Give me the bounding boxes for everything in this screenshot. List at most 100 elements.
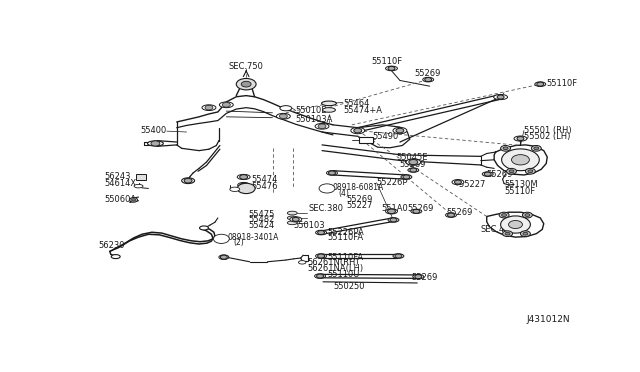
- Text: 55474: 55474: [251, 175, 278, 184]
- Circle shape: [511, 155, 529, 165]
- Circle shape: [317, 254, 324, 258]
- Circle shape: [410, 168, 417, 172]
- Circle shape: [507, 169, 516, 174]
- Ellipse shape: [134, 185, 143, 188]
- Text: 55482: 55482: [249, 215, 275, 224]
- Text: 55110FA: 55110FA: [327, 234, 363, 243]
- Circle shape: [503, 147, 508, 150]
- Ellipse shape: [452, 180, 464, 185]
- Ellipse shape: [316, 254, 326, 258]
- Text: 55227: 55227: [347, 201, 373, 210]
- Circle shape: [500, 145, 511, 151]
- Text: 56230: 56230: [99, 241, 125, 250]
- Circle shape: [390, 218, 397, 222]
- Ellipse shape: [230, 187, 240, 192]
- Circle shape: [502, 214, 507, 217]
- Ellipse shape: [290, 217, 301, 222]
- Text: 55490: 55490: [372, 132, 399, 141]
- Text: N: N: [324, 186, 330, 191]
- Ellipse shape: [393, 128, 407, 134]
- Circle shape: [531, 145, 541, 151]
- Circle shape: [388, 67, 395, 70]
- Ellipse shape: [287, 211, 297, 215]
- Text: 55464: 55464: [343, 99, 369, 108]
- Circle shape: [525, 169, 535, 174]
- Circle shape: [509, 221, 522, 228]
- Text: -55227: -55227: [457, 180, 486, 189]
- Ellipse shape: [535, 82, 546, 86]
- Text: N: N: [324, 186, 330, 191]
- Ellipse shape: [388, 218, 399, 222]
- Circle shape: [184, 179, 192, 183]
- Circle shape: [517, 137, 524, 141]
- Text: 55110FA: 55110FA: [327, 253, 363, 262]
- Text: 55269: 55269: [486, 170, 513, 179]
- Circle shape: [328, 171, 335, 175]
- Ellipse shape: [276, 113, 291, 119]
- Ellipse shape: [408, 168, 419, 172]
- Circle shape: [415, 275, 422, 279]
- Ellipse shape: [423, 77, 434, 82]
- Text: 08918-6081A: 08918-6081A: [333, 183, 384, 192]
- Text: 55130M: 55130M: [504, 180, 538, 189]
- Ellipse shape: [411, 209, 422, 214]
- Ellipse shape: [315, 124, 329, 129]
- Text: 55110F: 55110F: [547, 79, 577, 88]
- Text: 55110F: 55110F: [504, 187, 535, 196]
- Circle shape: [525, 214, 530, 217]
- Text: 55475: 55475: [249, 210, 275, 219]
- Circle shape: [240, 183, 247, 187]
- Circle shape: [403, 175, 410, 179]
- Ellipse shape: [200, 226, 209, 230]
- Text: 55269: 55269: [399, 160, 426, 169]
- Circle shape: [509, 170, 514, 173]
- Circle shape: [222, 103, 230, 107]
- Circle shape: [317, 231, 324, 235]
- Circle shape: [236, 78, 256, 90]
- Text: SEC.380: SEC.380: [308, 204, 343, 213]
- Text: 55226P: 55226P: [376, 178, 408, 187]
- Circle shape: [523, 232, 528, 235]
- Ellipse shape: [237, 182, 250, 187]
- Ellipse shape: [326, 171, 337, 175]
- Text: (2): (2): [234, 238, 244, 247]
- Circle shape: [499, 212, 509, 218]
- Ellipse shape: [445, 213, 456, 217]
- Text: 55502 (LH): 55502 (LH): [524, 132, 570, 141]
- Ellipse shape: [287, 221, 297, 225]
- Ellipse shape: [483, 172, 493, 176]
- Circle shape: [396, 128, 404, 133]
- Ellipse shape: [351, 128, 365, 134]
- Text: 55226PA: 55226PA: [327, 228, 364, 237]
- Text: N: N: [219, 236, 224, 241]
- Text: 551A0: 551A0: [381, 204, 408, 213]
- Circle shape: [502, 149, 540, 171]
- Circle shape: [318, 124, 326, 129]
- Circle shape: [497, 95, 504, 99]
- Text: 55269: 55269: [408, 204, 434, 213]
- Circle shape: [237, 183, 255, 193]
- Ellipse shape: [287, 216, 297, 220]
- Ellipse shape: [298, 261, 306, 264]
- Text: 55269: 55269: [412, 273, 438, 282]
- Ellipse shape: [111, 254, 120, 259]
- Ellipse shape: [280, 106, 292, 111]
- Circle shape: [409, 160, 418, 165]
- Ellipse shape: [219, 255, 229, 260]
- Ellipse shape: [237, 174, 250, 180]
- Circle shape: [534, 147, 539, 150]
- Text: SEC.430: SEC.430: [481, 225, 516, 234]
- Circle shape: [522, 212, 532, 218]
- Text: 55474+A: 55474+A: [343, 106, 382, 115]
- Ellipse shape: [323, 108, 335, 112]
- Text: N: N: [219, 236, 224, 241]
- Text: 550250: 550250: [333, 282, 364, 291]
- Circle shape: [151, 141, 160, 146]
- Text: 55045E: 55045E: [397, 153, 428, 162]
- Circle shape: [500, 216, 531, 233]
- Ellipse shape: [182, 178, 195, 183]
- Ellipse shape: [220, 102, 233, 108]
- Circle shape: [413, 209, 420, 214]
- Text: 56243: 56243: [105, 173, 131, 182]
- Circle shape: [395, 254, 402, 258]
